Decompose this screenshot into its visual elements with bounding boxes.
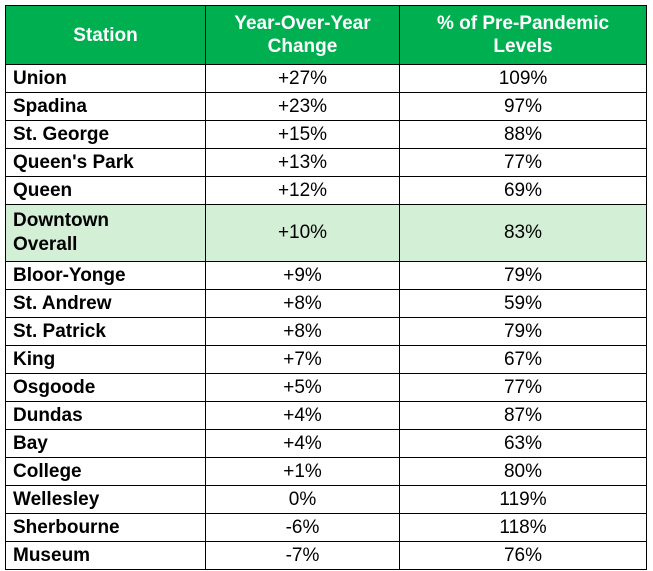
pct-pre-pandemic-value: 119% bbox=[399, 485, 647, 514]
header-yoy-line1: Year-Over-Year bbox=[234, 13, 371, 34]
table-header: Station Year-Over-Year Change % of Pre-Pa… bbox=[5, 5, 647, 65]
pct-pre-pandemic-value: 97% bbox=[399, 92, 647, 121]
table-row: Spadina +23% 97% bbox=[5, 92, 647, 121]
pct-pre-pandemic-value: 76% bbox=[399, 541, 647, 570]
station-ridership-table: Station Year-Over-Year Change % of Pre-Pa… bbox=[5, 5, 647, 570]
pct-pre-pandemic-value: 80% bbox=[399, 457, 647, 486]
yoy-change-value: +13% bbox=[205, 148, 400, 177]
station-name: College bbox=[5, 457, 206, 486]
yoy-change-value: +8% bbox=[205, 317, 400, 346]
yoy-change-value: +5% bbox=[205, 373, 400, 402]
header-station-label: Station bbox=[73, 24, 138, 46]
station-name: St. Patrick bbox=[5, 317, 206, 346]
station-name: Downtown Overall bbox=[5, 204, 206, 262]
station-name-line2: Overall bbox=[13, 234, 78, 255]
yoy-change-value: +23% bbox=[205, 92, 400, 121]
header-station: Station bbox=[5, 5, 206, 65]
header-pct-line1: % of Pre-Pandemic bbox=[436, 13, 610, 34]
station-table-container: Station Year-Over-Year Change % of Pre-Pa… bbox=[5, 5, 647, 570]
table-row: Sherbourne -6% 118% bbox=[5, 513, 647, 542]
yoy-change-value: +15% bbox=[205, 120, 400, 149]
pct-pre-pandemic-value: 87% bbox=[399, 401, 647, 430]
table-row: St. George +15% 88% bbox=[5, 120, 647, 149]
table-row: Osgoode +5% 77% bbox=[5, 373, 647, 402]
pct-pre-pandemic-value: 67% bbox=[399, 345, 647, 374]
yoy-change-value: +4% bbox=[205, 401, 400, 430]
table-row: Dundas +4% 87% bbox=[5, 401, 647, 430]
station-name: Queen bbox=[5, 176, 206, 205]
table-row: St. Patrick +8% 79% bbox=[5, 317, 647, 346]
header-pct-pre-pandemic: % of Pre-Pandemic Levels bbox=[399, 5, 647, 65]
table-row: College +1% 80% bbox=[5, 457, 647, 486]
table-row: Union +27% 109% bbox=[5, 64, 647, 93]
pct-pre-pandemic-value: 118% bbox=[399, 513, 647, 542]
yoy-change-value: +27% bbox=[205, 64, 400, 93]
yoy-change-value: +4% bbox=[205, 429, 400, 458]
pct-pre-pandemic-value: 69% bbox=[399, 176, 647, 205]
station-name: Queen's Park bbox=[5, 148, 206, 177]
pct-pre-pandemic-value: 88% bbox=[399, 120, 647, 149]
yoy-change-value: +10% bbox=[205, 204, 400, 262]
yoy-change-value: +9% bbox=[205, 261, 400, 290]
station-name: Spadina bbox=[5, 92, 206, 121]
table-row: St. Andrew +8% 59% bbox=[5, 289, 647, 318]
table-row: Bloor-Yonge +9% 79% bbox=[5, 261, 647, 290]
yoy-change-value: +12% bbox=[205, 176, 400, 205]
header-pct-line2: Levels bbox=[493, 36, 553, 57]
pct-pre-pandemic-value: 83% bbox=[399, 204, 647, 262]
station-name: Dundas bbox=[5, 401, 206, 430]
table-row: Queen +12% 69% bbox=[5, 176, 647, 205]
pct-pre-pandemic-value: 79% bbox=[399, 317, 647, 346]
station-name: Union bbox=[5, 64, 206, 93]
station-name-line1: Downtown bbox=[13, 210, 110, 231]
station-name: St. Andrew bbox=[5, 289, 206, 318]
station-name: Osgoode bbox=[5, 373, 206, 402]
pct-pre-pandemic-value: 63% bbox=[399, 429, 647, 458]
header-yoy-line2: Change bbox=[267, 36, 338, 57]
station-name: Wellesley bbox=[5, 485, 206, 514]
yoy-change-value: +1% bbox=[205, 457, 400, 486]
station-name: Bay bbox=[5, 429, 206, 458]
station-name: Museum bbox=[5, 541, 206, 570]
yoy-change-value: -6% bbox=[205, 513, 400, 542]
pct-pre-pandemic-value: 109% bbox=[399, 64, 647, 93]
table-body: Union +27% 109% Spadina +23% 97% St. Geo… bbox=[5, 64, 647, 570]
yoy-change-value: -7% bbox=[205, 541, 400, 570]
pct-pre-pandemic-value: 59% bbox=[399, 289, 647, 318]
yoy-change-value: +7% bbox=[205, 345, 400, 374]
header-yoy-change: Year-Over-Year Change bbox=[205, 5, 400, 65]
station-name: St. George bbox=[5, 120, 206, 149]
table-row: Museum -7% 76% bbox=[5, 541, 647, 570]
table-row: Wellesley 0% 119% bbox=[5, 485, 647, 514]
station-name: Bloor-Yonge bbox=[5, 261, 206, 290]
pct-pre-pandemic-value: 79% bbox=[399, 261, 647, 290]
table-row: Queen's Park +13% 77% bbox=[5, 148, 647, 177]
yoy-change-value: +8% bbox=[205, 289, 400, 318]
pct-pre-pandemic-value: 77% bbox=[399, 148, 647, 177]
station-name: Sherbourne bbox=[5, 513, 206, 542]
table-row: Bay +4% 63% bbox=[5, 429, 647, 458]
station-name: King bbox=[5, 345, 206, 374]
table-row: King +7% 67% bbox=[5, 345, 647, 374]
header-row: Station Year-Over-Year Change % of Pre-Pa… bbox=[5, 5, 647, 65]
yoy-change-value: 0% bbox=[205, 485, 400, 514]
table-row-downtown-overall: Downtown Overall +10% 83% bbox=[5, 204, 647, 262]
pct-pre-pandemic-value: 77% bbox=[399, 373, 647, 402]
